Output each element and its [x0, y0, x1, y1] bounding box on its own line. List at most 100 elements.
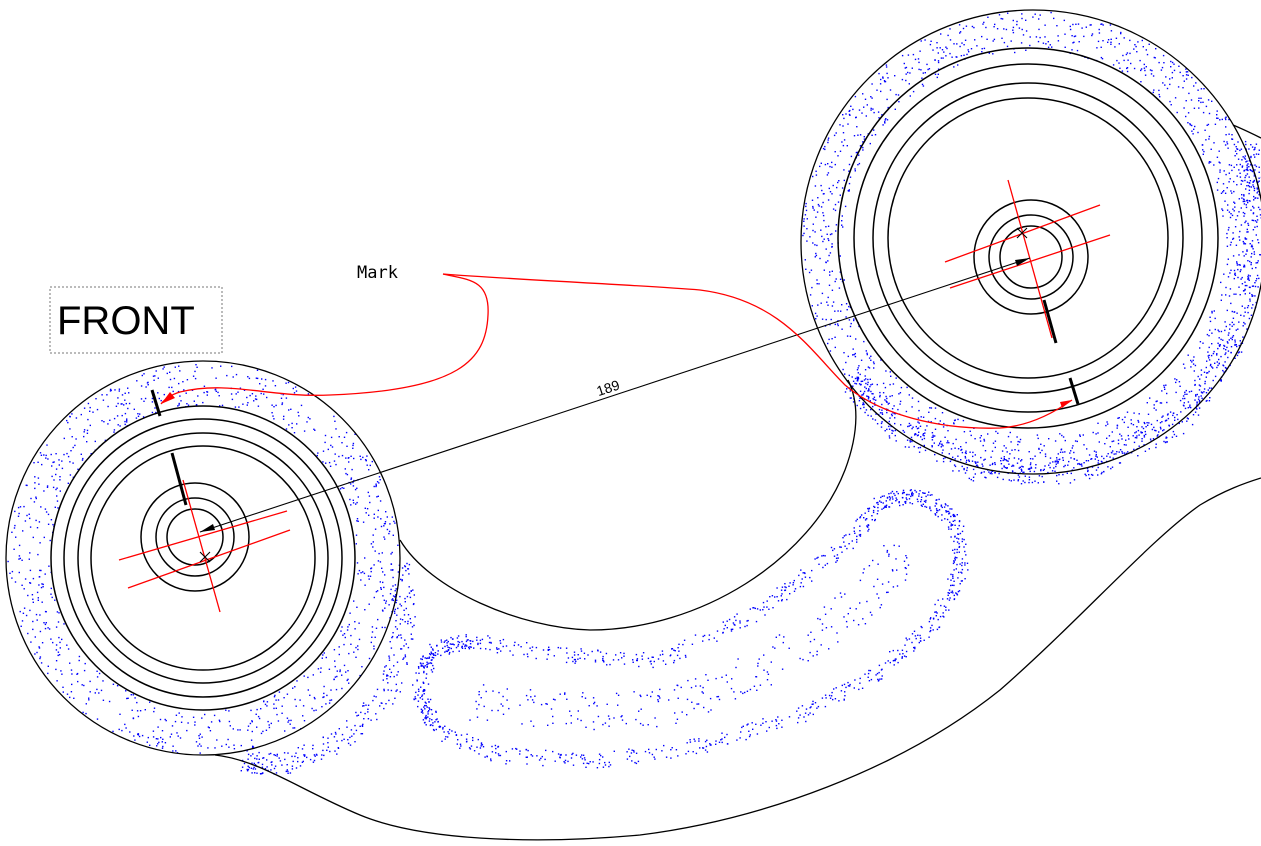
stipple-dot: [253, 400, 255, 402]
stipple-dot: [919, 425, 922, 427]
stipple-dot: [929, 507, 931, 510]
stipple-dot: [831, 305, 834, 307]
stipple-dot: [39, 657, 41, 660]
stipple-dot: [1218, 161, 1220, 163]
stipple-dot: [730, 630, 733, 632]
stipple-dot: [1236, 264, 1239, 266]
stipple-dot: [61, 460, 63, 462]
stipple-dot: [1246, 173, 1249, 175]
stipple-dot: [641, 655, 643, 657]
stipple-dot: [442, 728, 444, 730]
stipple-dot: [47, 523, 50, 525]
stipple-dot: [934, 73, 937, 75]
stipple-dot: [359, 455, 361, 457]
stipple-dot: [397, 671, 399, 673]
stipple-dot: [226, 374, 228, 377]
stipple-dot: [1091, 466, 1094, 468]
stipple-dot: [937, 444, 940, 447]
stipple-dot: [321, 706, 323, 708]
stipple-dot: [552, 722, 554, 724]
stipple-dot: [1158, 93, 1160, 96]
stipple-dot: [1244, 140, 1247, 143]
stipple-dot: [282, 393, 284, 396]
stipple-dot: [18, 558, 20, 560]
stipple-dot: [505, 763, 507, 765]
stipple-dot: [807, 660, 809, 662]
stipple-dot: [831, 193, 833, 195]
stipple-dot: [391, 551, 393, 554]
stipple-dot: [792, 584, 794, 586]
stipple-dot: [491, 751, 494, 753]
stipple-dot: [705, 745, 708, 748]
stipple-dot: [13, 548, 15, 550]
stipple-dot: [416, 680, 418, 682]
stipple-dot: [303, 754, 305, 756]
stipple-dot: [774, 596, 776, 598]
stipple-dot: [393, 675, 395, 678]
stipple-dot: [861, 112, 863, 114]
stipple-dot: [821, 292, 824, 295]
stipple-dot: [1257, 286, 1259, 288]
stipple-dot: [59, 647, 61, 649]
stipple-dot: [395, 620, 397, 622]
stipple-dot: [355, 646, 357, 649]
stipple-dot: [1199, 347, 1201, 349]
stipple-dot: [575, 754, 578, 756]
stipple-dot: [932, 434, 934, 437]
stipple-dot: [480, 745, 482, 747]
stipple-dot: [815, 318, 817, 320]
stipple-dot: [816, 244, 818, 247]
stipple-dot: [1182, 397, 1184, 400]
stipple-dot: [903, 431, 906, 433]
stipple-dot: [837, 201, 840, 203]
stipple-dot: [733, 623, 735, 626]
stipple-dot: [383, 707, 385, 710]
stipple-dot: [972, 476, 975, 478]
stipple-dot: [965, 441, 967, 444]
stipple-dot: [1248, 148, 1250, 150]
stipple-dot: [227, 738, 229, 741]
stipple-dot: [1156, 400, 1158, 402]
stipple-dot: [886, 397, 888, 400]
stipple-dot: [334, 453, 336, 455]
stipple-dot: [730, 687, 733, 690]
stipple-dot: [1005, 459, 1007, 461]
stipple-dot: [573, 654, 576, 656]
stipple-dot: [350, 634, 352, 637]
stipple-dot: [1224, 353, 1226, 356]
stipple-dot: [355, 711, 357, 714]
stipple-dot: [885, 395, 887, 398]
stipple-dot: [1060, 449, 1062, 451]
stipple-dot: [919, 50, 921, 52]
stipple-dot: [1247, 274, 1250, 276]
stipple-dot: [1238, 254, 1240, 256]
stipple-dot: [690, 686, 693, 689]
stipple-dot: [1238, 264, 1240, 266]
stipple-dot: [843, 352, 845, 354]
stipple-dot: [913, 630, 916, 632]
stipple-dot: [1212, 379, 1214, 382]
stipple-dot: [1256, 262, 1259, 264]
stipple-dot: [988, 52, 990, 54]
stipple-dot: [407, 622, 409, 625]
stipple-dot: [250, 767, 253, 769]
stipple-dot: [702, 640, 704, 642]
stipple-dot: [429, 718, 431, 720]
stipple-dot: [1200, 395, 1202, 397]
mark-leader: Mark: [160, 263, 1073, 429]
stipple-dot: [815, 170, 817, 172]
stipple-dot: [451, 643, 453, 645]
stipple-dot: [996, 476, 999, 479]
stipple-dot: [1030, 466, 1032, 468]
stipple-dot: [1095, 469, 1098, 471]
stipple-dot: [934, 453, 936, 456]
stipple-dot: [641, 658, 644, 660]
stipple-dot: [1147, 424, 1149, 426]
stipple-dot: [698, 740, 700, 742]
stipple-dot: [952, 562, 955, 565]
stipple-dot: [868, 367, 871, 369]
stipple-dot: [886, 401, 888, 403]
stipple-dot: [859, 384, 862, 386]
stipple-dot: [137, 415, 140, 417]
stipple-dot: [905, 567, 907, 570]
